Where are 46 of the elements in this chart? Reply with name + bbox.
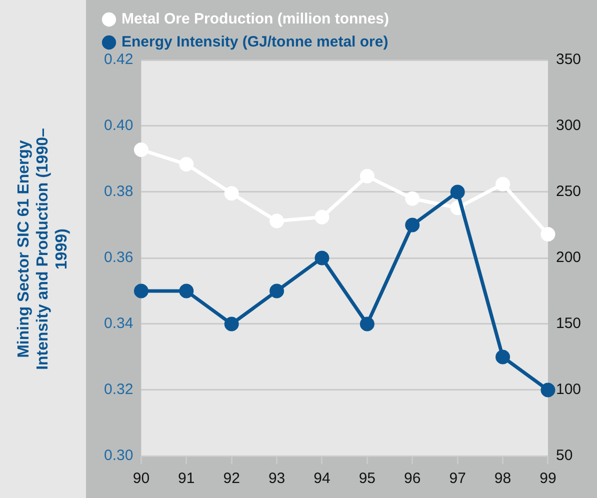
point <box>360 316 374 332</box>
y-tick-label: 0.42 <box>104 51 134 68</box>
text: Mining Sector SIC 61 Energy Intensity and Production (1990–1999) <box>14 127 72 372</box>
point <box>179 157 194 172</box>
point <box>179 284 194 298</box>
point <box>224 186 239 201</box>
x-tick-label: 98 <box>494 470 512 488</box>
x-tick-label: 96 <box>404 470 421 488</box>
point <box>224 316 239 332</box>
point <box>405 191 420 206</box>
x-tick-label: 97 <box>449 470 466 488</box>
x-tick-label: 93 <box>268 470 286 488</box>
y-tick-label: 0.30 <box>104 447 134 464</box>
point <box>134 284 148 298</box>
y-tick-label: 0.34 <box>104 315 134 332</box>
point <box>314 210 330 224</box>
point <box>270 284 284 298</box>
point <box>540 382 556 398</box>
point <box>314 250 330 266</box>
point <box>270 214 284 228</box>
y-tick-label: 0.32 <box>104 381 134 398</box>
x-tick-label: 95 <box>358 470 376 488</box>
y-tick-label: 0.36 <box>104 249 134 266</box>
x-tick-label: 91 <box>178 470 195 488</box>
point <box>496 176 510 192</box>
legend-label: Energy Intensity (GJ/tonne metal ore) <box>122 34 388 51</box>
legend-label: Metal Ore Production (million tonnes) <box>122 10 390 28</box>
point <box>450 184 465 200</box>
y2-tick-label: 350 <box>556 51 582 68</box>
point <box>405 218 420 232</box>
x-tick-label: 99 <box>540 470 556 488</box>
point <box>134 142 148 158</box>
point <box>496 350 510 364</box>
y2-tick-label: 100 <box>556 381 582 398</box>
x-tick-label: 90 <box>132 470 150 488</box>
y2-tick-label: 250 <box>556 183 582 200</box>
y2-tick-label: 150 <box>556 315 582 332</box>
y2-tick-label: 200 <box>556 249 582 266</box>
point <box>540 226 556 242</box>
x-tick-label: 92 <box>223 470 240 488</box>
y2-tick-label: 50 <box>556 447 573 464</box>
y2-tick-label: 300 <box>556 117 582 134</box>
y-tick-label: 0.40 <box>104 117 134 134</box>
point <box>360 168 374 184</box>
x-tick-label: 94 <box>314 470 330 488</box>
y-tick-label: 0.38 <box>104 183 134 200</box>
